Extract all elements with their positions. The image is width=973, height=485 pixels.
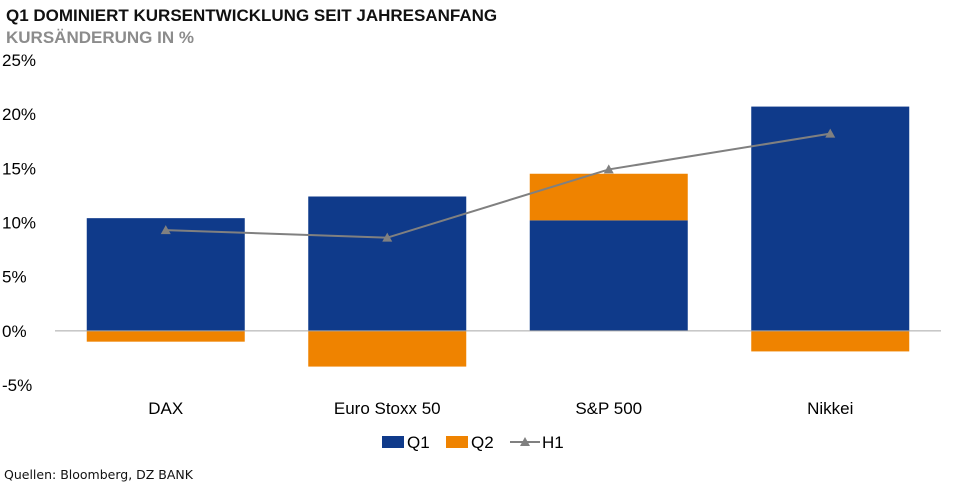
bar-q1 <box>529 220 688 331</box>
legend: Q1 Q2 H1 <box>382 433 564 452</box>
bar-q2 <box>308 330 467 367</box>
y-axis-ticks: -5% 0% 5% 10% 15% 20% 25% <box>2 51 36 395</box>
y-tick-label: 0% <box>2 322 27 341</box>
bar-q1 <box>751 106 910 331</box>
y-tick-label: 5% <box>2 268 27 287</box>
chart-subtitle: KURSÄNDERUNG IN % <box>6 28 194 47</box>
h1-point-marker <box>825 128 836 138</box>
h1-point-marker <box>382 232 393 242</box>
y-tick-label: 15% <box>2 159 36 178</box>
h1-point-marker <box>603 164 614 174</box>
bar-q2 <box>86 330 245 342</box>
chart-title: Q1 DOMINIERT KURSENTWICKLUNG SEIT JAHRES… <box>6 6 498 25</box>
y-tick-label: 25% <box>2 51 36 70</box>
x-axis-labels: DAX Euro Stoxx 50 S&P 500 Nikkei <box>148 399 853 418</box>
y-tick-label: 10% <box>2 214 36 233</box>
h1-line-path <box>165 132 831 239</box>
bar-q1 <box>86 218 245 331</box>
bar-q2 <box>529 173 688 221</box>
x-category-label: S&P 500 <box>575 399 642 418</box>
y-tick-label: -5% <box>2 376 32 395</box>
x-category-label: DAX <box>148 399 183 418</box>
h1-line-series <box>160 128 836 242</box>
legend-q2-swatch <box>446 436 468 448</box>
legend-q1-swatch <box>382 436 404 448</box>
bars <box>86 106 910 367</box>
legend-h1-label: H1 <box>542 433 564 452</box>
h1-point-marker <box>160 225 171 235</box>
legend-q1-label: Q1 <box>407 433 430 452</box>
legend-q2-label: Q2 <box>471 433 494 452</box>
x-category-label: Euro Stoxx 50 <box>334 399 441 418</box>
bar-q1 <box>308 196 467 331</box>
source-note: Quellen: Bloomberg, DZ BANK <box>4 467 193 482</box>
legend-h1-marker <box>520 437 530 446</box>
bar-q2 <box>751 330 910 352</box>
x-category-label: Nikkei <box>807 399 853 418</box>
y-tick-label: 20% <box>2 105 36 124</box>
